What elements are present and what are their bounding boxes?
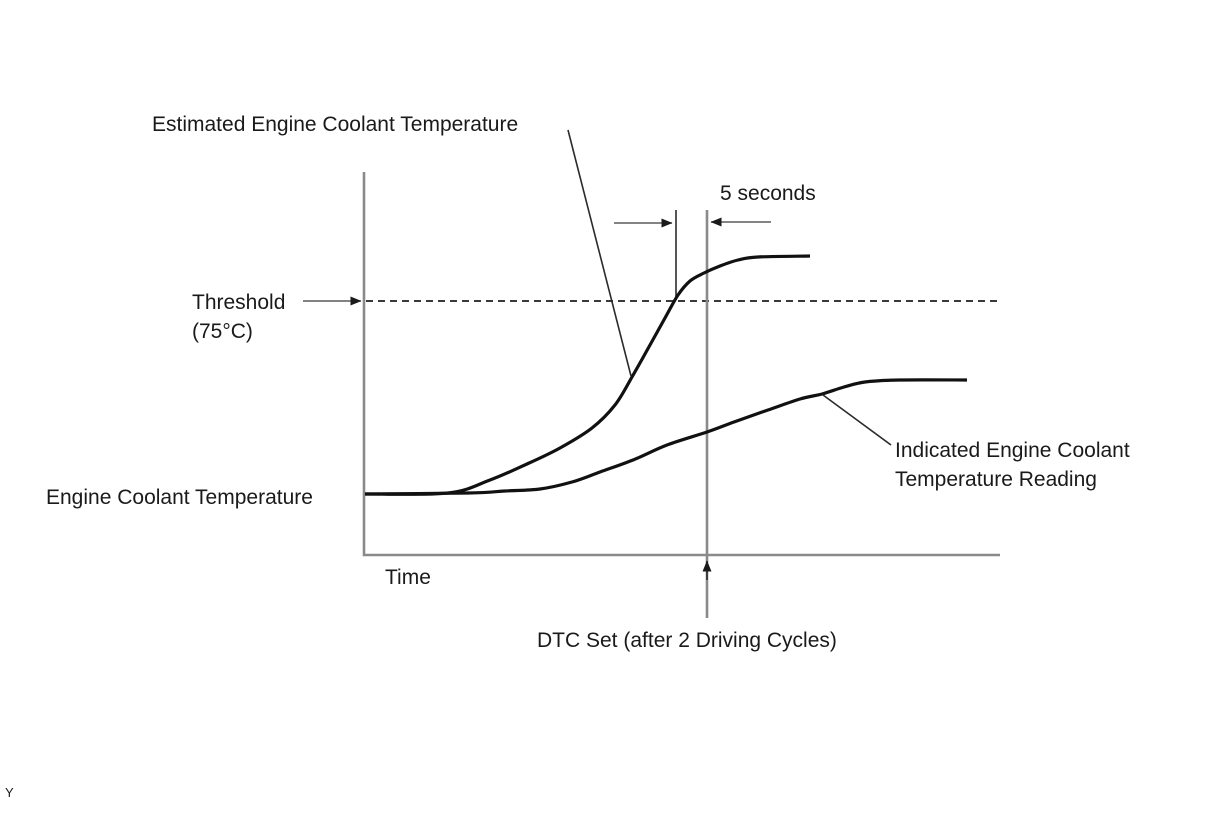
line-layer [303, 129, 1000, 618]
page-corner-mark: Y [5, 785, 14, 800]
estimated-leader-line [567, 129, 632, 377]
indicated-label-line1: Indicated Engine Coolant [895, 439, 1130, 462]
estimated-curve-label: Estimated Engine Coolant Temperature [152, 113, 519, 136]
x-axis-label: Time [385, 566, 431, 589]
indicated-label-line2: Temperature Reading [895, 468, 1097, 491]
indicated-curve [364, 378, 968, 496]
indicated-curve-label: Indicated Engine Coolant Temperature Rea… [895, 436, 1130, 494]
threshold-label-line1: Threshold [192, 291, 286, 314]
estimated-curve [364, 254, 811, 496]
threshold-label: Threshold (75°C) [192, 288, 285, 346]
dtc-set-label: DTC Set (after 2 Driving Cycles) [537, 629, 837, 652]
threshold-label-line2: (75°C) [192, 320, 253, 343]
axes [362, 172, 1000, 557]
five-seconds-annotation: 5 seconds [720, 182, 816, 205]
y-axis-label: Engine Coolant Temperature [46, 486, 313, 509]
indicated-leader-line [822, 394, 892, 446]
